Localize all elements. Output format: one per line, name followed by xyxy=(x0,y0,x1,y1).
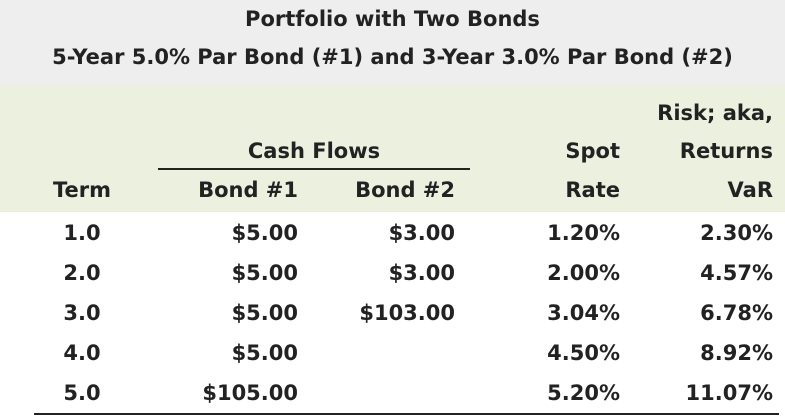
table-subtitle: 5-Year 5.0% Par Bond (#1) and 3-Year 3.0… xyxy=(52,45,733,69)
header-bond2: Bond #2 xyxy=(355,178,455,202)
table-cell-var: 8.92% xyxy=(700,341,773,365)
table-cell-spot: 1.20% xyxy=(547,221,620,245)
header-bond1: Bond #1 xyxy=(198,178,298,202)
cash-flows-rule xyxy=(158,168,470,170)
table-bottom-rule xyxy=(34,413,779,415)
table-cell-term: 5.0 xyxy=(63,381,101,405)
table-cell-var: 6.78% xyxy=(700,301,773,325)
table-cell-spot: 2.00% xyxy=(547,261,620,285)
table-cell-bond2: $3.00 xyxy=(388,221,455,245)
table-cell-term: 2.0 xyxy=(63,261,101,285)
table-cell-spot: 5.20% xyxy=(547,381,620,405)
table-cell-spot: 3.04% xyxy=(547,301,620,325)
table-cell-bond1: $5.00 xyxy=(231,221,298,245)
table-cell-bond1: $5.00 xyxy=(231,341,298,365)
table-cell-term: 3.0 xyxy=(63,301,101,325)
table-cell-spot: 4.50% xyxy=(547,341,620,365)
table-cell-var: 11.07% xyxy=(685,381,773,405)
table-cell-bond1: $105.00 xyxy=(202,381,298,405)
table-title: Portfolio with Two Bonds xyxy=(245,7,540,31)
table-cell-var: 4.57% xyxy=(700,261,773,285)
header-risk-line3: VaR xyxy=(727,178,773,202)
table-cell-bond1: $5.00 xyxy=(231,301,298,325)
table-cell-bond2: $103.00 xyxy=(359,301,455,325)
table-cell-bond1: $5.00 xyxy=(231,261,298,285)
table-cell-term: 4.0 xyxy=(63,341,101,365)
header-term: Term xyxy=(52,178,112,202)
header-risk-line1: Risk; aka, xyxy=(657,101,773,125)
table-cell-var: 2.30% xyxy=(700,221,773,245)
title-band xyxy=(0,0,785,86)
table-cell-term: 1.0 xyxy=(63,221,101,245)
header-spot-line1: Spot xyxy=(565,139,620,163)
header-risk-line2: Returns xyxy=(679,139,773,163)
header-cash-flows: Cash Flows xyxy=(247,139,381,163)
table-cell-bond2: $3.00 xyxy=(388,261,455,285)
header-spot-line2: Rate xyxy=(565,178,620,202)
header-band xyxy=(0,86,785,212)
